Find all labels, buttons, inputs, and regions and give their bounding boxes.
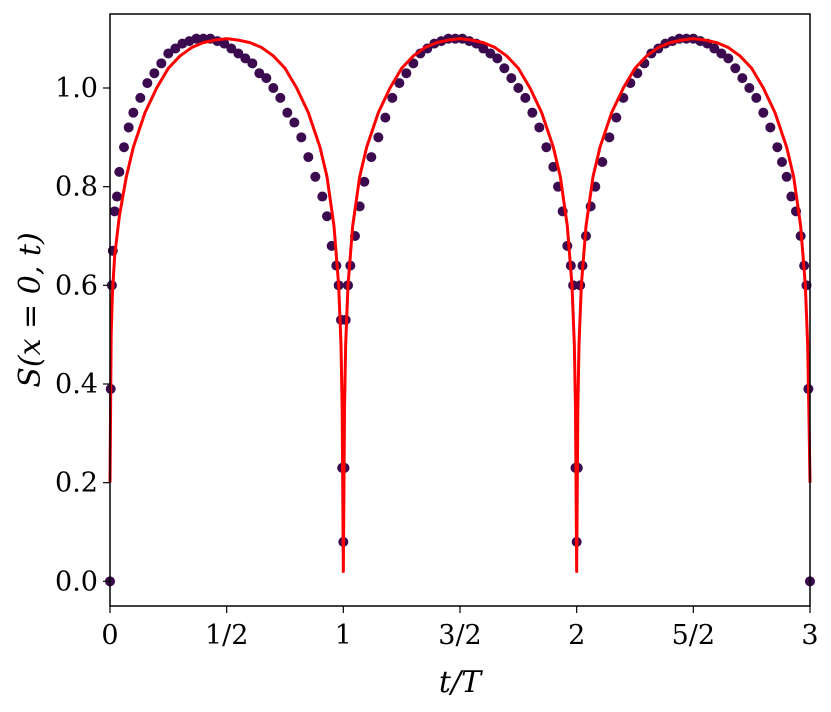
data-point bbox=[401, 68, 412, 79]
data-point bbox=[233, 48, 244, 59]
data-point bbox=[709, 43, 720, 54]
data-point bbox=[109, 206, 120, 217]
data-point bbox=[765, 122, 776, 133]
x-tick-label: 1 bbox=[335, 620, 352, 651]
y-tick-label: 0.0 bbox=[55, 566, 98, 597]
data-point bbox=[191, 33, 202, 44]
y-tick-label: 1.0 bbox=[55, 73, 98, 104]
data-point bbox=[359, 176, 370, 187]
data-point bbox=[261, 73, 272, 84]
data-point bbox=[387, 92, 398, 103]
data-point bbox=[114, 166, 125, 177]
data-point bbox=[275, 92, 286, 103]
data-point bbox=[128, 107, 139, 118]
data-point bbox=[296, 132, 307, 143]
data-point bbox=[751, 92, 762, 103]
y-tick-label: 0.4 bbox=[55, 369, 98, 400]
y-tick-label: 0.8 bbox=[55, 172, 98, 203]
data-point bbox=[597, 157, 608, 167]
data-point bbox=[317, 191, 328, 202]
data-point bbox=[289, 117, 300, 128]
data-point bbox=[527, 107, 538, 118]
data-point bbox=[772, 142, 783, 153]
y-tick-label: 0.6 bbox=[55, 270, 98, 301]
x-tick-label: 3/2 bbox=[438, 620, 481, 651]
data-point bbox=[723, 53, 734, 64]
data-point bbox=[541, 142, 552, 153]
y-axis: 0.0 0.2 0.4 0.6 0.8 1.0 bbox=[55, 73, 110, 597]
data-point bbox=[485, 48, 496, 59]
fit-curve bbox=[108, 37, 812, 573]
data-point bbox=[240, 53, 251, 64]
data-point bbox=[219, 38, 230, 49]
x-tick-label: 3 bbox=[801, 620, 818, 651]
data-point bbox=[716, 48, 727, 59]
data-point bbox=[534, 122, 545, 133]
data-point bbox=[366, 152, 377, 163]
x-axis: 0 1/2 1 3/2 2 5/2 3 bbox=[101, 606, 819, 651]
data-point bbox=[758, 107, 769, 118]
data-point bbox=[226, 43, 237, 54]
data-point bbox=[149, 68, 160, 79]
data-point bbox=[730, 63, 741, 74]
y-axis-label: S(x = 0, t) bbox=[13, 232, 48, 387]
data-point bbox=[268, 83, 279, 93]
data-point bbox=[506, 73, 517, 84]
data-point bbox=[492, 53, 503, 64]
data-points bbox=[105, 33, 815, 587]
data-point bbox=[737, 73, 748, 84]
data-point bbox=[408, 58, 419, 69]
y-tick-label: 0.2 bbox=[55, 468, 98, 499]
data-point bbox=[322, 211, 332, 222]
data-point bbox=[520, 92, 531, 103]
data-point bbox=[254, 68, 265, 79]
data-point bbox=[478, 43, 489, 54]
data-point bbox=[310, 171, 321, 182]
data-point bbox=[548, 161, 559, 172]
data-point bbox=[373, 132, 384, 143]
x-axis-label: t/T bbox=[439, 665, 483, 700]
data-point bbox=[303, 152, 314, 163]
data-point bbox=[499, 63, 510, 74]
data-point bbox=[163, 48, 174, 59]
x-tick-label: 1/2 bbox=[205, 620, 248, 651]
data-point bbox=[744, 83, 755, 93]
data-point bbox=[123, 122, 134, 133]
data-point bbox=[781, 171, 792, 182]
data-point bbox=[170, 43, 181, 54]
x-tick-label: 0 bbox=[101, 620, 118, 651]
x-tick-label: 5/2 bbox=[672, 620, 715, 651]
data-point bbox=[135, 92, 146, 103]
data-point bbox=[247, 58, 258, 69]
data-point bbox=[611, 112, 622, 123]
data-point bbox=[156, 58, 167, 69]
data-point bbox=[777, 157, 787, 167]
x-tick-label: 2 bbox=[568, 620, 585, 651]
data-point bbox=[604, 132, 615, 143]
data-point bbox=[513, 83, 524, 93]
data-point bbox=[112, 191, 122, 202]
plot-frame bbox=[109, 13, 811, 607]
data-point bbox=[282, 107, 293, 118]
data-point bbox=[786, 191, 797, 202]
data-point bbox=[119, 142, 129, 153]
data-point bbox=[394, 78, 405, 89]
data-point bbox=[142, 78, 153, 89]
data-point bbox=[380, 112, 391, 123]
